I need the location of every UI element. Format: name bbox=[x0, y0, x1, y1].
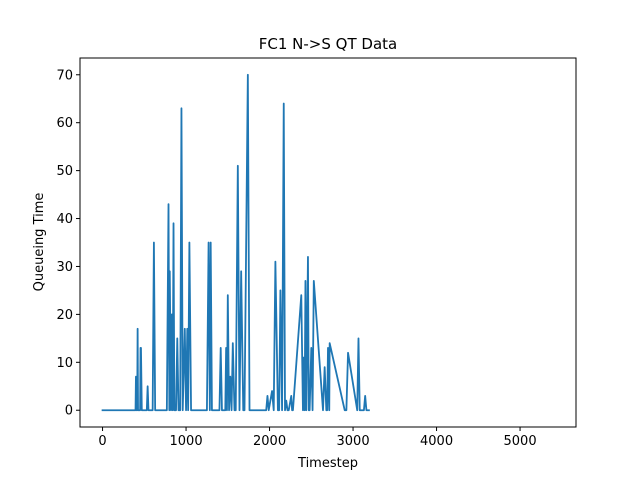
y-tick-label: 20 bbox=[56, 308, 73, 323]
y-tick-label: 10 bbox=[56, 356, 73, 371]
x-tick-label: 2000 bbox=[253, 434, 286, 449]
y-tick-label: 70 bbox=[56, 68, 73, 83]
axis-ticks: 0 1000 2000 3000 4000 5000 0 10 20 30 40 50 60 70 bbox=[56, 68, 536, 449]
x-tick-label: 3000 bbox=[337, 434, 370, 449]
y-tick-label: 30 bbox=[56, 260, 73, 275]
x-tick-label: 5000 bbox=[504, 434, 537, 449]
y-tick-label: 0 bbox=[65, 404, 73, 419]
y-axis-label: Queueing Time bbox=[32, 193, 47, 292]
y-tick-label: 50 bbox=[56, 164, 73, 179]
plot-area bbox=[79, 57, 577, 428]
series-line-0 bbox=[101, 73, 370, 412]
x-tick-label: 4000 bbox=[420, 434, 453, 449]
y-tick-label: 60 bbox=[56, 116, 73, 131]
x-axis-label: Timestep bbox=[297, 456, 358, 471]
x-tick-label: 0 bbox=[98, 434, 106, 449]
chart-title: FC1 N->S QT Data bbox=[259, 35, 397, 53]
plot-frame bbox=[79, 57, 577, 428]
x-tick-label: 1000 bbox=[170, 434, 203, 449]
y-tick-label: 40 bbox=[56, 212, 73, 227]
